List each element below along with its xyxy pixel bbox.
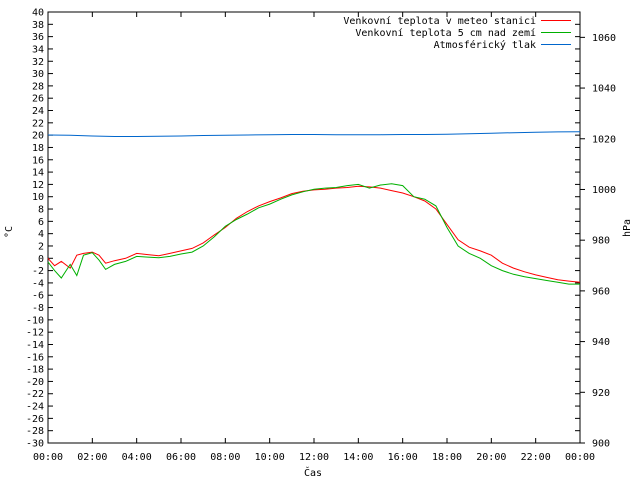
left-tick-label: 36	[32, 32, 44, 43]
left-tick-label: 2	[38, 241, 44, 252]
legend: Venkovní teplota v meteo staniciVenkovní…	[343, 15, 571, 51]
left-tick-label: 24	[32, 106, 44, 117]
left-tick-label: 4	[38, 229, 44, 240]
x-tick-label: 14:00	[343, 452, 373, 463]
legend-label-3: Atmosférický tlak	[434, 39, 536, 51]
left-tick-label: -10	[26, 315, 44, 326]
x-tick-label: 18:00	[432, 452, 462, 463]
left-tick-label: -20	[26, 377, 44, 388]
left-tick-label: 6	[38, 217, 44, 228]
right-tick-label: 900	[592, 439, 610, 450]
x-tick-label: 22:00	[521, 452, 551, 463]
left-tick-label: 16	[32, 155, 44, 166]
left-tick-label: 18	[32, 143, 44, 154]
left-tick-label: 26	[32, 94, 44, 105]
right-tick-label: 1020	[592, 134, 616, 145]
left-tick-label: -8	[32, 303, 44, 314]
right-tick-label: 1040	[592, 84, 616, 95]
left-tick-label: 28	[32, 81, 44, 92]
left-tick-label: 10	[32, 192, 44, 203]
left-tick-label: 0	[38, 254, 44, 265]
x-tick-label: 02:00	[77, 452, 107, 463]
x-tick-label: 08:00	[210, 452, 240, 463]
left-tick-label: -2	[32, 266, 44, 277]
x-tick-label: 16:00	[388, 452, 418, 463]
left-tick-label: -26	[26, 414, 44, 425]
x-tick-label: 10:00	[255, 452, 285, 463]
plot-area-frame	[47, 11, 581, 444]
x-tick-label: 20:00	[476, 452, 506, 463]
left-tick-label: 20	[32, 131, 44, 142]
left-tick-label: 40	[32, 8, 44, 19]
legend-label-1: Venkovní teplota v meteo stanici	[343, 15, 536, 27]
series-line-3	[47, 131, 581, 137]
left-tick-label: 14	[32, 168, 44, 179]
left-tick-label: -18	[26, 365, 44, 376]
right-tick-label: 940	[592, 337, 610, 348]
right-axis-ticks: 900 920 940 960 980 1000 1020 1040 1060	[580, 33, 616, 450]
legend-label-2: Venkovní teplota 5 cm nad zemí	[355, 27, 536, 39]
left-tick-label: 38	[32, 20, 44, 31]
left-tick-label: -16	[26, 352, 44, 363]
left-tick-label: -28	[26, 426, 44, 437]
left-tick-label: 30	[32, 69, 44, 80]
left-tick-label: 8	[38, 205, 44, 216]
left-tick-label: -6	[32, 291, 44, 302]
right-tick-label: 920	[592, 388, 610, 399]
x-tick-label: 06:00	[166, 452, 196, 463]
left-axis-ticks: -30-28-26-24-22-20-18-16-14-12-10-8-6-4-…	[26, 8, 580, 450]
right-tick-label: 1060	[592, 33, 616, 44]
x-tick-label: 00:00	[33, 452, 63, 463]
y2-axis-label: hPa	[622, 219, 633, 237]
left-tick-label: -4	[32, 278, 44, 289]
left-tick-label: -22	[26, 389, 44, 400]
series-line-1	[47, 185, 581, 283]
right-tick-label: 960	[592, 286, 610, 297]
left-tick-label: 34	[32, 44, 44, 55]
right-tick-label: 980	[592, 236, 610, 247]
left-tick-label: 22	[32, 118, 44, 129]
left-tick-label: -24	[26, 402, 44, 413]
x-tick-label: 12:00	[299, 452, 329, 463]
y-axis-label: °C	[4, 226, 15, 238]
series-lines	[47, 131, 581, 285]
x-axis-label: Čas	[304, 466, 322, 479]
x-axis-ticks: 00:00 02:00 04:00 06:00 08:00 10:00 12:00 14:00…	[33, 12, 595, 463]
left-tick-label: 12	[32, 180, 44, 191]
left-tick-label: -12	[26, 328, 44, 339]
left-tick-label: -30	[26, 439, 44, 450]
left-tick-label: 32	[32, 57, 44, 68]
x-tick-label: 04:00	[122, 452, 152, 463]
left-tick-label: -14	[26, 340, 44, 351]
x-tick-label: 00:00	[565, 452, 595, 463]
series-line-2	[47, 183, 580, 285]
right-tick-label: 1000	[592, 185, 616, 196]
